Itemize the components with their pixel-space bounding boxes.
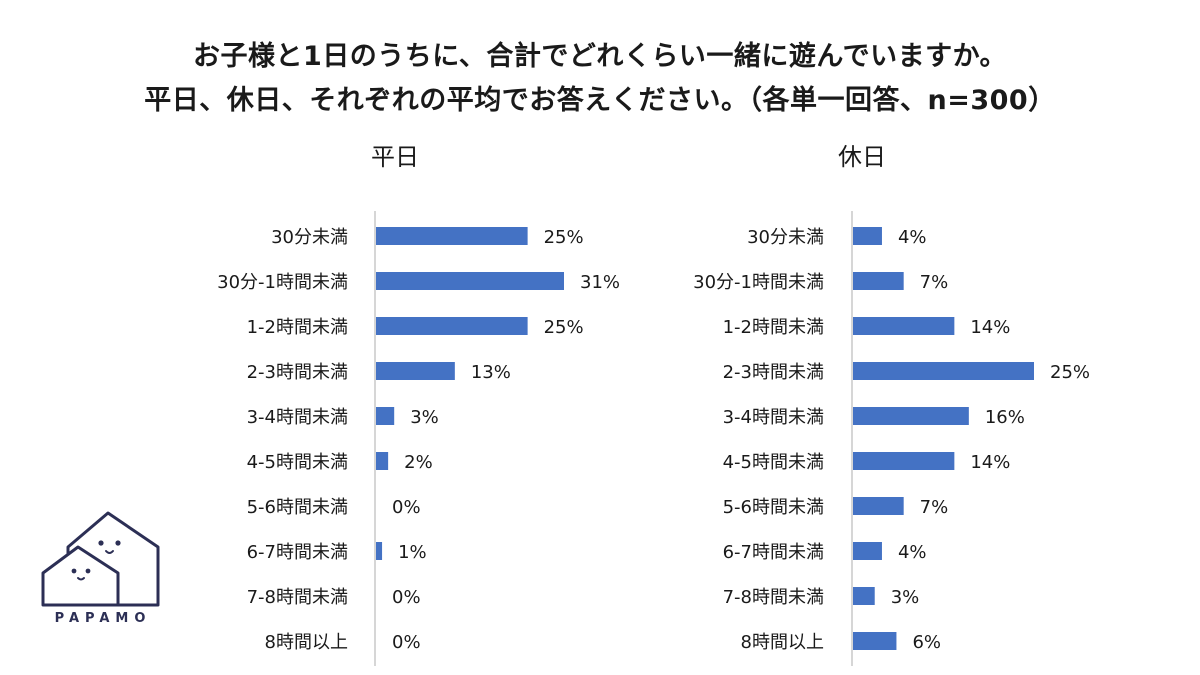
weekday-category-label: 7-8時間未満 bbox=[247, 587, 348, 608]
holiday-bar bbox=[853, 632, 897, 650]
holiday-bar bbox=[853, 587, 875, 605]
holiday-value-label: 25% bbox=[1050, 362, 1090, 383]
weekday-value-label: 0% bbox=[392, 587, 421, 608]
holiday-category-label: 30分-1時間未満 bbox=[693, 272, 824, 293]
weekday-bar bbox=[376, 452, 389, 470]
weekday-category-label: 30分未満 bbox=[271, 227, 348, 248]
holiday-panel-title: 休日 bbox=[838, 143, 886, 171]
weekday-value-label: 0% bbox=[392, 632, 421, 653]
papamo-logo: PAPAMO bbox=[38, 505, 168, 635]
holiday-bar bbox=[853, 272, 904, 290]
weekday-category-label: 8時間以上 bbox=[265, 632, 348, 653]
holiday-value-label: 16% bbox=[985, 407, 1025, 428]
holiday-value-label: 4% bbox=[898, 227, 927, 248]
weekday-category-label: 1-2時間未満 bbox=[247, 317, 348, 338]
holiday-bar bbox=[853, 542, 882, 560]
weekday-value-label: 2% bbox=[404, 452, 433, 473]
weekday-value-label: 0% bbox=[392, 497, 421, 518]
chart-title-line1: お子様と1日のうちに、合計でどれくらい一緒に遊んでいますか。 bbox=[192, 41, 1008, 72]
weekday-bar bbox=[376, 227, 528, 245]
weekday-panel-title: 平日 bbox=[371, 143, 419, 171]
holiday-bar bbox=[853, 497, 904, 515]
weekday-category-label: 4-5時間未満 bbox=[247, 452, 348, 473]
holiday-value-label: 3% bbox=[891, 587, 920, 608]
holiday-category-label: 5-6時間未満 bbox=[723, 497, 824, 518]
holiday-category-label: 3-4時間未満 bbox=[723, 407, 824, 428]
holiday-value-label: 14% bbox=[970, 452, 1010, 473]
house-face-icon bbox=[41, 511, 160, 607]
holiday-category-label: 8時間以上 bbox=[741, 632, 824, 653]
holiday-value-label: 6% bbox=[912, 632, 941, 653]
holiday-category-label: 30分未満 bbox=[747, 227, 824, 248]
holiday-category-label: 2-3時間未満 bbox=[723, 362, 824, 383]
weekday-category-label: 3-4時間未満 bbox=[247, 407, 348, 428]
weekday-value-label: 13% bbox=[471, 362, 511, 383]
logo-text: PAPAMO bbox=[54, 611, 152, 626]
weekday-category-label: 6-7時間未満 bbox=[247, 542, 348, 563]
holiday-value-label: 7% bbox=[920, 272, 949, 293]
weekday-value-label: 1% bbox=[398, 542, 427, 563]
weekday-bar bbox=[376, 272, 564, 290]
weekday-bar bbox=[376, 407, 395, 425]
holiday-value-label: 7% bbox=[920, 497, 949, 518]
weekday-category-label: 2-3時間未満 bbox=[247, 362, 348, 383]
weekday-bar bbox=[376, 542, 383, 560]
holiday-value-label: 14% bbox=[970, 317, 1010, 338]
holiday-bar bbox=[853, 452, 955, 470]
weekday-bar bbox=[376, 362, 455, 380]
weekday-value-label: 31% bbox=[580, 272, 620, 293]
holiday-category-label: 6-7時間未満 bbox=[723, 542, 824, 563]
holiday-category-label: 4-5時間未満 bbox=[723, 452, 824, 473]
holiday-bar bbox=[853, 227, 882, 245]
weekday-value-label: 25% bbox=[544, 227, 584, 248]
weekday-value-label: 3% bbox=[410, 407, 439, 428]
holiday-bar bbox=[853, 317, 955, 335]
holiday-bar bbox=[853, 362, 1034, 380]
weekday-category-label: 5-6時間未満 bbox=[247, 497, 348, 518]
weekday-bar bbox=[376, 317, 528, 335]
weekday-value-label: 25% bbox=[544, 317, 584, 338]
chart-title-line2: 平日、休日、それぞれの平均でお答えください。（各単一回答、n=300） bbox=[144, 85, 1056, 116]
holiday-category-label: 7-8時間未満 bbox=[723, 587, 824, 608]
holiday-bar bbox=[853, 407, 969, 425]
weekday-category-label: 30分-1時間未満 bbox=[217, 272, 348, 293]
holiday-category-label: 1-2時間未満 bbox=[723, 317, 824, 338]
holiday-value-label: 4% bbox=[898, 542, 927, 563]
